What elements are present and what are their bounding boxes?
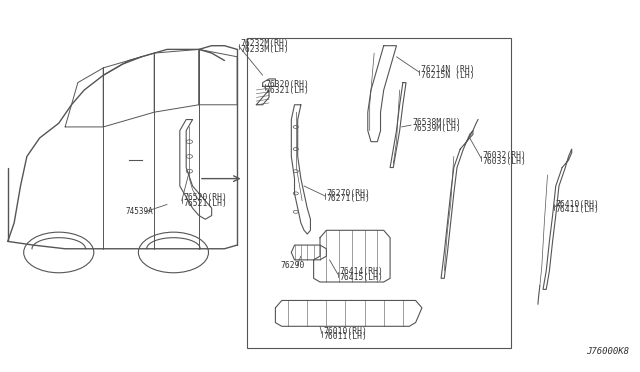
Text: 76520(RH): 76520(RH) (183, 193, 227, 202)
Text: 76415(LH): 76415(LH) (339, 273, 383, 282)
Bar (246, 38, 511, 349)
Text: 76410(RH): 76410(RH) (556, 200, 600, 209)
Text: 76411(LH): 76411(LH) (556, 205, 600, 215)
Text: 76011(LH): 76011(LH) (323, 332, 367, 341)
Text: 76232M(RH): 76232M(RH) (241, 39, 289, 48)
Text: 76414(RH): 76414(RH) (339, 267, 383, 276)
Text: 76320(RH): 76320(RH) (266, 80, 310, 89)
Text: 76214N (RH): 76214N (RH) (420, 65, 474, 74)
Text: 76271(LH): 76271(LH) (326, 195, 371, 203)
Text: 76321(LH): 76321(LH) (266, 86, 310, 94)
Text: 76233M(LH): 76233M(LH) (241, 45, 289, 54)
Text: 76033(LH): 76033(LH) (483, 157, 526, 166)
Text: 74539A: 74539A (125, 207, 154, 217)
Text: 76521(LH): 76521(LH) (183, 199, 227, 208)
Text: 76032(RH): 76032(RH) (483, 151, 526, 160)
Text: 76270(RH): 76270(RH) (326, 189, 371, 198)
Text: J76000K8: J76000K8 (586, 347, 629, 356)
Text: 76539M(LH): 76539M(LH) (412, 124, 461, 132)
Text: 76290: 76290 (280, 261, 305, 270)
Text: 76010(RH): 76010(RH) (323, 327, 367, 336)
Text: 76538M(RH): 76538M(RH) (412, 118, 461, 127)
Text: 76215N (LH): 76215N (LH) (420, 71, 474, 80)
